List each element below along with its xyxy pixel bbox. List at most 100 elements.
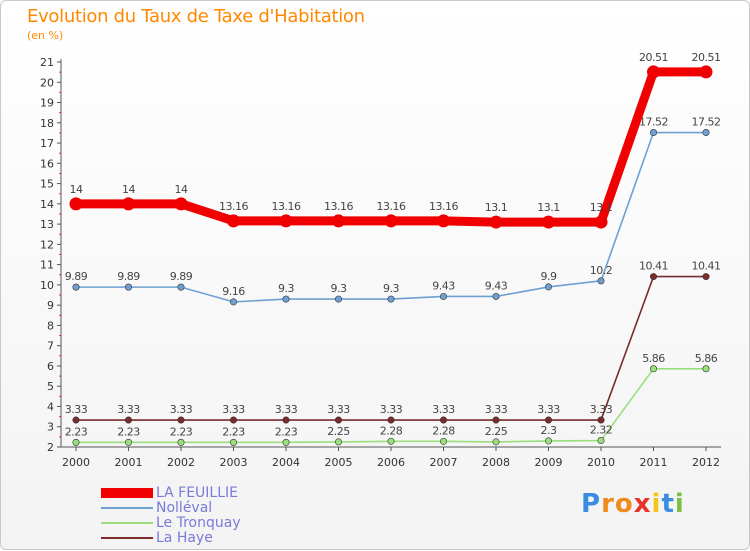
data-point <box>439 416 447 424</box>
data-point <box>230 416 238 424</box>
legend-label: La Haye <box>156 530 213 546</box>
legend-swatch <box>101 537 153 539</box>
data-label: 2.28 <box>432 424 455 437</box>
data-point <box>227 214 240 228</box>
series-le-tronquay: 2.23 2.23 2.23 2.23 2.23 2.25 2.28 2.28 2.25 2.3 2… <box>65 352 718 446</box>
data-point <box>492 416 500 424</box>
data-point <box>282 416 290 424</box>
data-label: 13.1 <box>485 201 508 214</box>
data-label: 13.16 <box>219 200 248 213</box>
data-point <box>702 129 710 137</box>
data-label: 20.51 <box>639 51 668 64</box>
y-tick-label: 19 <box>40 97 54 110</box>
data-point <box>702 273 710 281</box>
y-tick-label: 20 <box>40 76 54 89</box>
data-label: 2.28 <box>380 424 403 437</box>
data-label: 3.33 <box>170 403 193 416</box>
data-point <box>489 215 503 229</box>
data-label: 14 <box>70 183 83 196</box>
logo-letter: o <box>614 489 634 519</box>
x-tick-label: 2008 <box>482 456 510 469</box>
logo-letter: P <box>581 489 602 519</box>
data-point <box>492 438 500 446</box>
data-label: 2.23 <box>170 425 193 438</box>
data-point <box>334 416 342 424</box>
data-label: 10.2 <box>590 264 613 277</box>
data-label: 2.25 <box>327 425 350 438</box>
data-point <box>72 283 80 291</box>
logo-letter: i <box>674 489 685 519</box>
y-tick-label: 5 <box>47 380 54 393</box>
data-point <box>177 283 185 291</box>
chart-subtitle: (en %) <box>27 29 64 42</box>
legend-swatch <box>101 488 153 498</box>
data-point <box>279 214 293 228</box>
legend-label: LA FEUILLIE <box>156 485 238 501</box>
data-label: 17.52 <box>639 116 668 129</box>
data-label: 17.52 <box>692 116 721 129</box>
data-label: 3.33 <box>65 403 88 416</box>
data-label: 9.43 <box>485 279 508 292</box>
y-tick-label: 17 <box>40 137 54 150</box>
data-label: 13.16 <box>324 200 353 213</box>
legend-swatch <box>101 507 153 509</box>
data-label: 9.89 <box>170 270 193 283</box>
data-point <box>177 438 185 446</box>
data-label: 9.3 <box>331 282 347 295</box>
series-la-haye: 3.33 3.33 3.33 3.33 3.33 3.33 3.33 3.33 3.33 3.33… <box>65 260 721 424</box>
y-tick-label: 16 <box>40 157 54 170</box>
x-tick-label: 2001 <box>115 456 143 469</box>
x-tick-label: 2003 <box>220 456 248 469</box>
data-point <box>332 214 345 228</box>
data-label: 9.89 <box>65 270 88 283</box>
data-point <box>230 298 238 306</box>
y-tick-label: 4 <box>47 400 54 413</box>
data-point <box>174 197 188 211</box>
data-label: 9.16 <box>222 285 245 298</box>
data-label: 3.33 <box>117 403 140 416</box>
logo-letter: t <box>661 489 675 519</box>
data-point <box>597 416 605 424</box>
data-point <box>387 416 395 424</box>
data-point <box>594 215 608 229</box>
data-point <box>334 295 342 303</box>
y-tick-label: 7 <box>47 340 54 353</box>
data-label: 5.86 <box>642 352 665 365</box>
data-point <box>649 129 657 137</box>
data-point <box>125 416 133 424</box>
x-tick-label: 2012 <box>692 456 720 469</box>
proxiti-logo: Proxiti <box>581 489 685 519</box>
data-point <box>125 438 133 446</box>
x-tick-label: 2000 <box>62 456 90 469</box>
y-tick-label: 21 <box>40 56 54 69</box>
data-label: 3.33 <box>432 403 455 416</box>
data-label: 10.41 <box>639 260 668 273</box>
y-tick-label: 3 <box>47 421 54 434</box>
data-point <box>492 292 500 300</box>
data-point <box>649 273 657 281</box>
data-point <box>597 437 605 445</box>
data-point <box>72 438 80 446</box>
logo-letter: r <box>601 489 615 519</box>
data-point <box>334 438 342 446</box>
data-point <box>387 295 395 303</box>
data-label: 2.23 <box>222 425 245 438</box>
data-point <box>439 292 447 300</box>
data-point <box>125 283 133 291</box>
y-tick-label: 18 <box>40 117 54 130</box>
data-point <box>647 65 660 79</box>
x-tick-label: 2002 <box>167 456 195 469</box>
x-tick-label: 2005 <box>325 456 353 469</box>
data-label: 2.25 <box>485 425 508 438</box>
x-tick-label: 2006 <box>377 456 405 469</box>
data-point <box>282 295 290 303</box>
data-point <box>544 283 552 291</box>
data-point <box>122 197 135 211</box>
data-label: 10.41 <box>692 260 721 273</box>
data-point <box>597 277 605 285</box>
y-tick-label: 8 <box>47 319 54 332</box>
data-label: 13.1 <box>537 201 560 214</box>
data-label: 13.1 <box>590 201 613 214</box>
